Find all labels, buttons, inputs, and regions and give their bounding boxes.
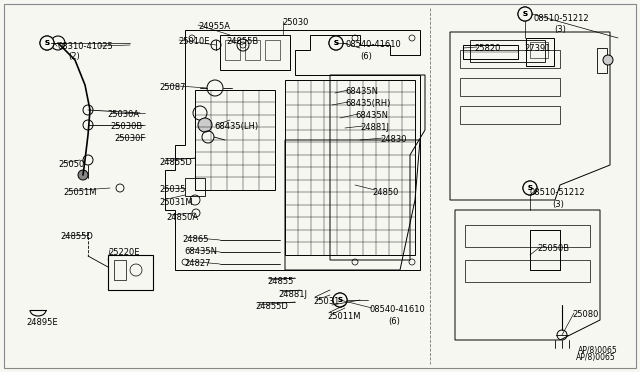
Text: (6): (6) [360, 52, 372, 61]
Bar [220, 35, 290, 70]
Bar [185, 178, 205, 196]
Text: 25030: 25030 [282, 18, 308, 27]
Bar [463, 45, 518, 59]
Text: (3): (3) [554, 25, 566, 34]
Circle shape [198, 118, 212, 132]
Text: 24881J: 24881J [278, 290, 307, 299]
Text: 08540-41610: 08540-41610 [346, 40, 402, 49]
Bar [465, 225, 590, 247]
Text: 68435(RH): 68435(RH) [345, 99, 390, 108]
Bar [465, 260, 590, 282]
Text: 25011M: 25011M [327, 312, 360, 321]
Text: (2): (2) [68, 52, 80, 61]
Text: (3): (3) [552, 200, 564, 209]
Text: S: S [527, 185, 532, 191]
Text: AP/8)0065: AP/8)0065 [576, 353, 616, 362]
Circle shape [40, 36, 54, 50]
Text: 24855D: 24855D [159, 158, 192, 167]
Text: 24850: 24850 [372, 188, 398, 197]
Text: 68435N: 68435N [345, 87, 378, 96]
Text: 25030F: 25030F [114, 134, 145, 143]
Circle shape [329, 36, 343, 50]
Bar [597, 48, 607, 73]
Text: S: S [522, 11, 527, 17]
Text: 25030A: 25030A [107, 110, 139, 119]
Text: 25030B: 25030B [110, 122, 142, 131]
Text: 24855D: 24855D [60, 232, 93, 241]
Text: 24955A: 24955A [198, 22, 230, 31]
Text: 25050B: 25050B [537, 244, 569, 253]
Bar [460, 106, 560, 124]
Circle shape [523, 181, 537, 195]
Text: S: S [527, 185, 532, 191]
Text: 25820: 25820 [474, 44, 500, 53]
Text: 25051M: 25051M [63, 188, 97, 197]
Text: 24881J: 24881J [360, 123, 389, 132]
Text: 25031: 25031 [313, 297, 339, 306]
Text: 24855: 24855 [267, 277, 293, 286]
Text: S: S [333, 40, 339, 46]
Bar [460, 50, 560, 68]
Text: 24855D: 24855D [255, 302, 288, 311]
Circle shape [329, 36, 343, 50]
Bar [460, 78, 560, 96]
Bar [265, 40, 280, 60]
Circle shape [523, 181, 537, 195]
Bar [225, 40, 240, 60]
Text: 25035: 25035 [159, 185, 186, 194]
Text: 25220E: 25220E [108, 248, 140, 257]
Text: S: S [45, 40, 49, 46]
Bar [114, 260, 126, 280]
Text: 08540-41610: 08540-41610 [370, 305, 426, 314]
Text: 24850A: 24850A [166, 213, 198, 222]
Text: 25050: 25050 [58, 160, 84, 169]
Bar [530, 42, 548, 58]
Text: S: S [337, 297, 342, 303]
Text: 24827: 24827 [184, 259, 211, 268]
Text: 68435N: 68435N [184, 247, 217, 256]
Text: 24855B: 24855B [226, 37, 259, 46]
Text: 25010E: 25010E [178, 37, 209, 46]
Circle shape [78, 170, 88, 180]
Text: AP/8)0065: AP/8)0065 [578, 346, 618, 355]
Bar [285, 80, 415, 255]
Circle shape [603, 55, 613, 65]
Circle shape [40, 36, 54, 50]
Text: 68435N: 68435N [355, 111, 388, 120]
Text: 24895E: 24895E [26, 318, 58, 327]
Text: 08310-41025: 08310-41025 [57, 42, 113, 51]
Text: 25080: 25080 [572, 310, 598, 319]
Text: 24830: 24830 [380, 135, 406, 144]
Text: 25087: 25087 [159, 83, 186, 92]
Text: 08510-51212: 08510-51212 [530, 188, 586, 197]
Text: 68435(LH): 68435(LH) [214, 122, 258, 131]
Text: S: S [522, 11, 527, 17]
Circle shape [333, 293, 347, 307]
Circle shape [518, 7, 532, 21]
Text: S: S [45, 40, 49, 46]
Bar [108, 255, 153, 290]
Bar [470, 40, 545, 62]
Text: 27391: 27391 [524, 44, 550, 53]
Bar [526, 38, 554, 66]
Text: S: S [337, 297, 342, 303]
Circle shape [518, 7, 532, 21]
Text: 08510-51212: 08510-51212 [534, 14, 589, 23]
Text: (6): (6) [388, 317, 400, 326]
Text: 24865: 24865 [182, 235, 209, 244]
Text: 25031M: 25031M [159, 198, 193, 207]
Circle shape [333, 293, 347, 307]
Text: S: S [333, 40, 339, 46]
Bar [245, 40, 260, 60]
Bar [195, 90, 275, 190]
